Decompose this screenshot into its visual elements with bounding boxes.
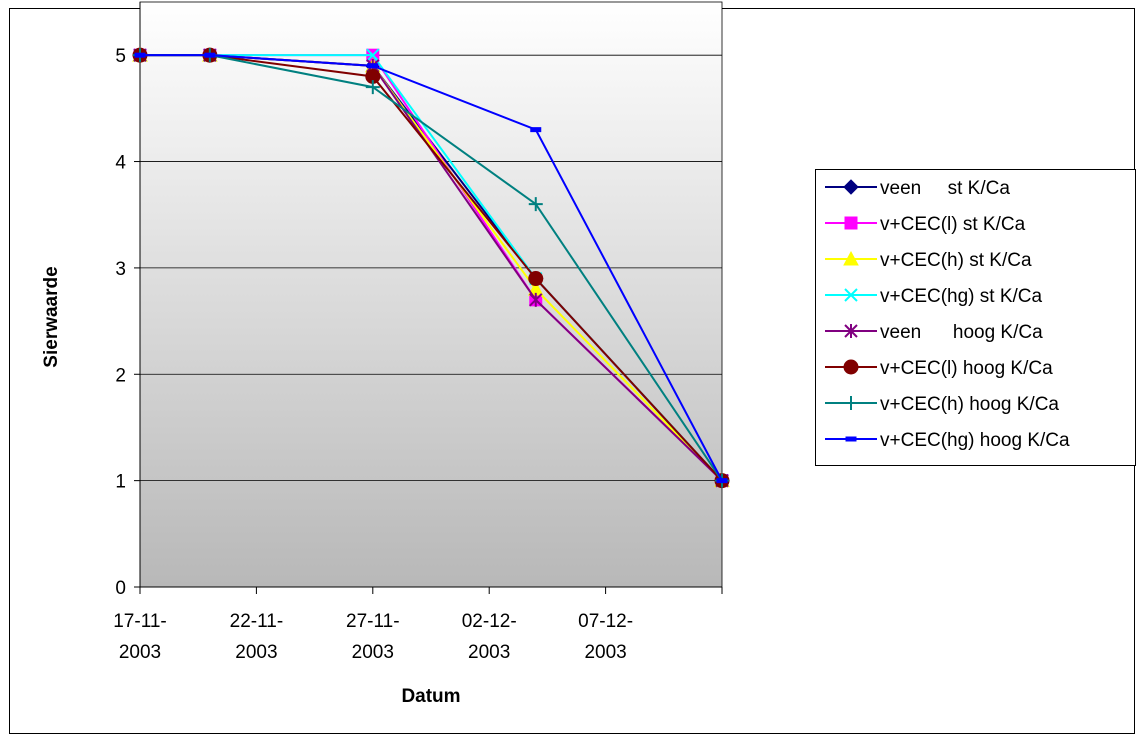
x-tick-label: 02-12-2003 [462,611,517,663]
y-tick-label: 4 [115,153,126,174]
x-axis-title: Datum [401,686,460,707]
data-point [844,216,858,230]
data-point [843,179,859,195]
y-tick-label: 5 [115,46,126,67]
legend-label: v+CEC(l) hoog K/Ca [880,358,1053,379]
legend-label: v+CEC(h) st K/Ca [880,250,1032,271]
legend-label: v+CEC(hg) st K/Ca [880,286,1043,307]
y-tick-label: 0 [115,578,126,599]
x-tick-label: 27-11-2003 [346,611,400,663]
data-point [204,52,216,58]
data-point [844,288,858,302]
data-point [843,250,859,266]
legend-label: veen st K/Ca [880,178,1010,199]
axes: 0 1 2 3 4 5 17-11-2003 22-11-2003 27-11-2003 02-1… [113,2,723,663]
legend-label: v+CEC(h) hoog K/Ca [880,394,1059,415]
y-tick-label: 1 [115,472,126,493]
data-point [844,324,858,338]
series-8 [134,52,728,484]
data-point [844,396,858,410]
data-point [367,63,379,69]
x-tick-label: 22-11-2003 [230,611,284,663]
data-point [845,436,857,442]
data-point [529,292,543,307]
legend-label: veen hoog K/Ca [880,322,1043,343]
legend-box [815,169,1136,466]
data-point [530,127,542,133]
legend: veen st K/Ca v+CEC(l) st K/Ca v+CEC(h) st … [815,169,1136,466]
data-point [716,478,728,484]
legend-item: v+CEC(h) st K/Ca [825,250,1032,271]
y-tick-label: 2 [115,365,126,386]
x-tick-label: 17-11-2003 [113,611,167,663]
data-point [366,48,380,62]
data-point [365,80,380,95]
legend-label: v+CEC(hg) hoog K/Ca [880,430,1070,451]
legend-item: v+CEC(hg) hoog K/Ca [825,430,1070,451]
legend-item: veen hoog K/Ca [825,322,1043,343]
data-point [843,359,859,375]
legend-item: v+CEC(l) hoog K/Ca [825,358,1053,379]
plot-background [139,1,723,588]
data-point [528,271,544,287]
legend-item: v+CEC(l) st K/Ca [825,214,1026,235]
y-axis-title: Sierwaarde [41,266,62,367]
x-tick-label: 07-12-2003 [578,611,633,663]
legend-item: veen st K/Ca [825,178,1010,199]
legend-item: v+CEC(h) hoog K/Ca [825,394,1059,415]
data-point [134,52,146,58]
legend-item: v+CEC(hg) st K/Ca [825,286,1043,307]
data-point [528,197,543,212]
y-tick-label: 3 [115,259,126,280]
legend-label: v+CEC(l) st K/Ca [880,214,1026,235]
series-group [132,47,730,489]
